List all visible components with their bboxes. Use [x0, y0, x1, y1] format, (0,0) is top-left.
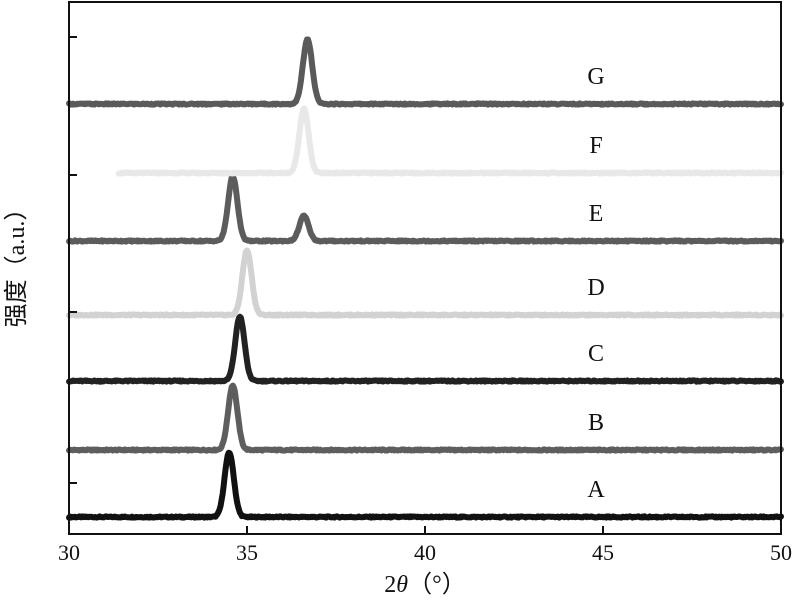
x-tick-label: 35 [236, 540, 258, 565]
series-layer [66, 36, 784, 521]
series-label-G: G [587, 64, 604, 90]
series-line-G [66, 36, 784, 108]
x-axis-title-unit: （°） [408, 572, 466, 598]
series-line-E [66, 173, 784, 245]
series-label-D: D [587, 275, 604, 301]
series-line-D [66, 247, 784, 319]
ticks-layer: 30 35 40 45 50 [58, 36, 792, 565]
y-axis-title: 强度（a.u.） [3, 197, 30, 328]
x-tick-label: 50 [770, 540, 792, 565]
x-axis-title-symbol: θ [396, 572, 408, 598]
series-line-B [66, 382, 784, 454]
series-line-A [66, 449, 784, 521]
plot-frame [68, 1, 782, 535]
x-tick-label: 30 [58, 540, 80, 565]
series-label-F: F [589, 133, 602, 159]
series-label-C: C [588, 341, 604, 367]
x-tick-label: 40 [414, 540, 436, 565]
series-label-B: B [588, 410, 604, 436]
series-label-E: E [589, 201, 604, 227]
series-line-F [115, 105, 784, 177]
series-label-A: A [587, 477, 605, 503]
x-axis-title-prefix: 2 [384, 572, 396, 598]
series-line-C [66, 313, 784, 385]
x-axis-title: 2θ（°） [384, 572, 465, 598]
x-tick-label: 45 [592, 540, 614, 565]
labels-layer: A B C D E F G [587, 64, 605, 503]
